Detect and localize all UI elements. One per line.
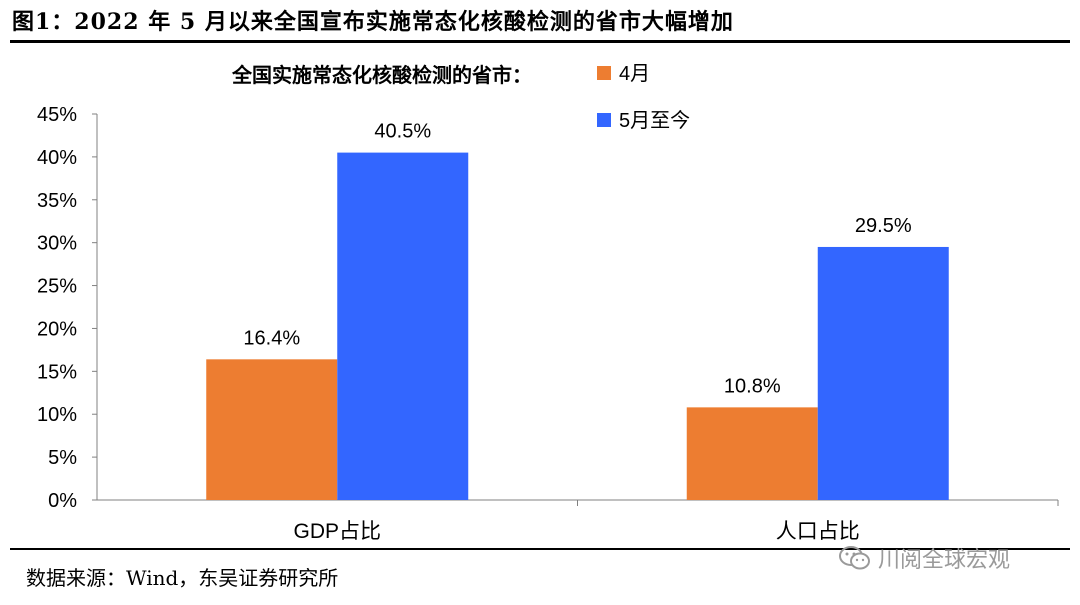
- bottom-rule: [10, 548, 1070, 550]
- y-tick-label: 30%: [37, 233, 77, 255]
- data-label: 10.8%: [724, 375, 781, 397]
- y-tick-label: 10%: [37, 404, 77, 426]
- y-tick-label: 20%: [37, 318, 77, 340]
- legend-swatch: [597, 66, 611, 80]
- x-tick-label: GDP占比: [293, 520, 381, 543]
- legend-swatch: [597, 113, 611, 127]
- bar: [817, 246, 949, 500]
- data-label: 40.5%: [374, 121, 431, 143]
- watermark: 川阅全球宏观: [838, 542, 1010, 574]
- data-label: 29.5%: [855, 215, 912, 237]
- y-tick-label: 35%: [37, 190, 77, 212]
- wechat-icon: [839, 546, 870, 570]
- x-tick-label: 人口占比: [776, 520, 860, 543]
- y-tick-label: 40%: [37, 147, 77, 169]
- source-note: 数据来源：Wind，东吴证券研究所: [26, 566, 339, 590]
- chart-title: 图1：2022 年 5 月以来全国宣布实施常态化核酸检测的省市大幅增加: [12, 9, 734, 35]
- y-tick-label: 45%: [37, 104, 77, 126]
- bar: [206, 359, 338, 500]
- data-label: 16.4%: [243, 327, 300, 349]
- legend-title: 全国实施常态化核酸检测的省市：: [231, 63, 532, 87]
- y-tick-label: 5%: [48, 447, 77, 469]
- bar: [686, 407, 818, 500]
- y-tick-label: 25%: [37, 276, 77, 298]
- legend-label: 4月: [619, 63, 650, 85]
- y-tick-label: 0%: [48, 490, 77, 512]
- watermark-text: 川阅全球宏观: [878, 548, 1011, 573]
- y-tick-label: 15%: [37, 361, 77, 383]
- legend-label: 5月至今: [619, 109, 690, 132]
- bar-chart: 0% 5% 10% 15% 20% 25% 30% 35% 40% 45% GDP占比 16.4% 40…: [37, 63, 1059, 543]
- top-rule: [10, 40, 1070, 43]
- bar: [337, 152, 469, 500]
